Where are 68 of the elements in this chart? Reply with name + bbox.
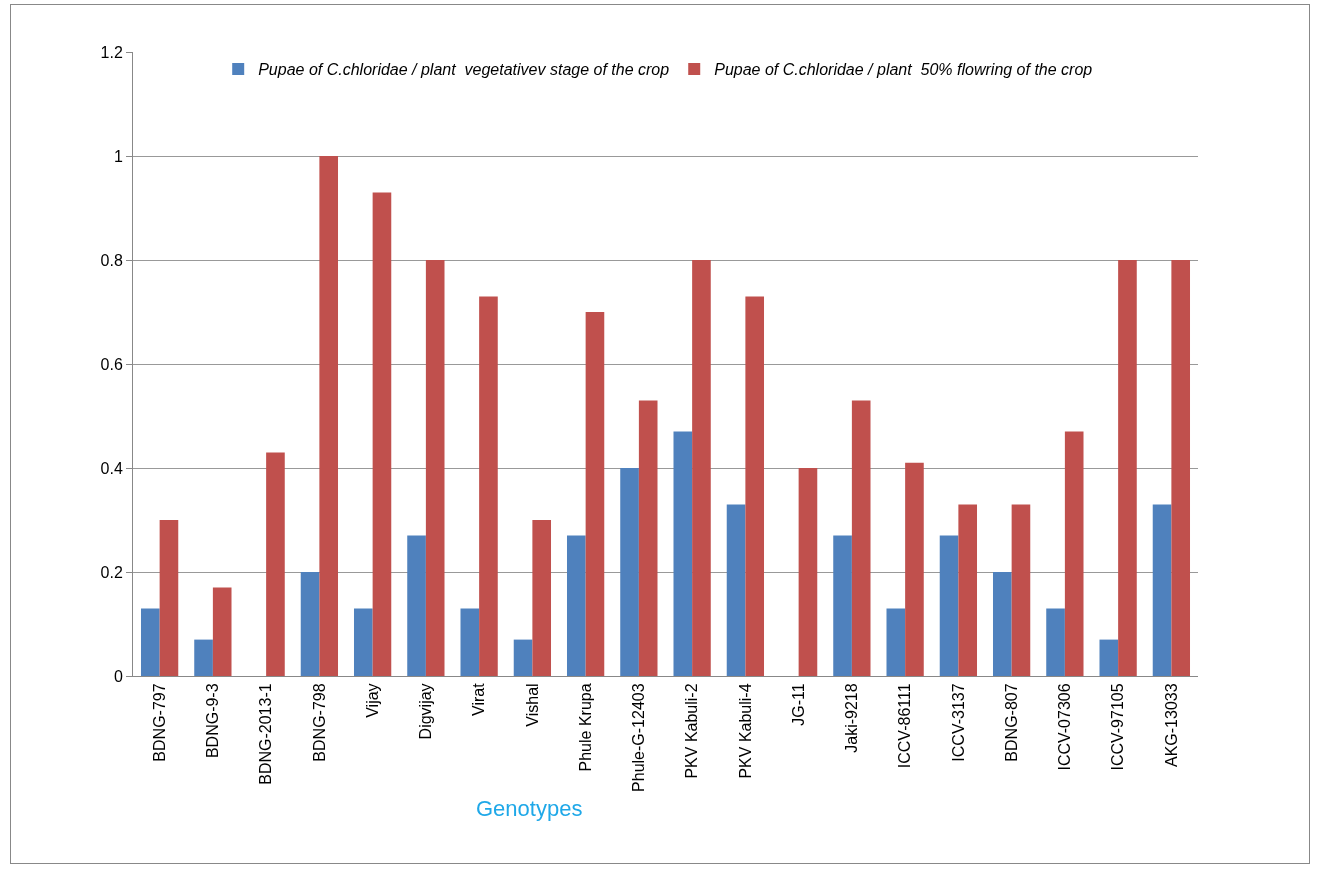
bar: [300, 572, 320, 676]
x-tick-label: Phule Krupa: [576, 683, 594, 772]
bar: [407, 535, 426, 676]
bar: [905, 462, 924, 676]
bar: [1152, 504, 1172, 676]
y-tick-label: 0.8: [100, 251, 123, 269]
bar: [798, 468, 818, 676]
bar: [833, 535, 852, 676]
y-tick-label: 0.2: [100, 563, 123, 581]
bar: [159, 520, 179, 676]
x-tick-label: PKV Kabuli-4: [736, 683, 754, 779]
x-tick-label: Vijay: [363, 683, 381, 718]
bar: [194, 639, 213, 676]
bar: [1171, 260, 1191, 676]
x-tick-label: Vishal: [523, 683, 541, 727]
bar: [479, 296, 498, 676]
x-axis-title: Genotypes: [476, 796, 583, 821]
x-tick-label: BDNG-797: [150, 683, 168, 762]
legend-label: Pupae of C.chloridae / plant 50% flowring of the crop: [714, 61, 1093, 79]
bar: [638, 400, 658, 676]
y-tick-label: 0.4: [100, 459, 123, 477]
bar: [513, 639, 533, 676]
bar: [692, 260, 711, 676]
x-tick-label: BDNG-798: [310, 683, 328, 762]
bar: [992, 572, 1012, 676]
x-tick-label: BDNG-2013-1: [257, 683, 275, 785]
bar: [620, 468, 639, 676]
x-tick-label: Phule-G-12403: [630, 683, 648, 792]
x-tick-label: ICCV-97105: [1109, 683, 1127, 771]
x-tick-label: JG-11: [789, 683, 807, 726]
x-tick-label: BDNG-9-3: [204, 683, 222, 759]
bar: [1064, 431, 1084, 676]
legend-label: Pupae of C.chloridae / plant vegetativev stage of the crop: [258, 61, 670, 79]
bar: [1046, 608, 1065, 676]
bar: [1118, 260, 1137, 676]
bar: [353, 608, 373, 676]
bar: [1099, 639, 1119, 676]
bar: [1011, 504, 1031, 676]
bar: [372, 192, 392, 676]
x-tick-label: ICCV-3137: [949, 683, 967, 762]
bar: [532, 520, 552, 676]
bar: [745, 296, 765, 676]
bar: [585, 312, 605, 676]
y-tick-label: 0: [113, 667, 123, 685]
bar: [140, 608, 160, 676]
y-tick-label: 1.2: [100, 43, 123, 61]
x-tick-label: ICCV-86111: [896, 683, 914, 769]
x-tick-label: ICCV-07306: [1056, 683, 1074, 771]
bar: [939, 535, 959, 676]
bar: [886, 608, 906, 676]
y-tick-label: 0.6: [100, 355, 123, 373]
x-tick-label: Virat: [470, 682, 488, 717]
bar: [425, 260, 445, 676]
x-tick-label: Digvijay: [417, 683, 435, 740]
bar: [851, 400, 871, 676]
bar: [673, 431, 693, 676]
bar: [958, 504, 978, 676]
bar: [460, 608, 480, 676]
bar: [726, 504, 746, 676]
x-tick-label: PKV Kabuli-2: [683, 683, 701, 779]
x-tick-label: Jaki-9218: [843, 683, 861, 753]
x-tick-label: BDNG-807: [1002, 683, 1020, 762]
x-tick-label: AKG-13033: [1162, 683, 1180, 768]
y-tick-label: 1: [113, 147, 123, 165]
bar: [212, 587, 232, 676]
bar: [266, 452, 285, 676]
bar: [566, 535, 586, 676]
bar: [319, 156, 339, 676]
